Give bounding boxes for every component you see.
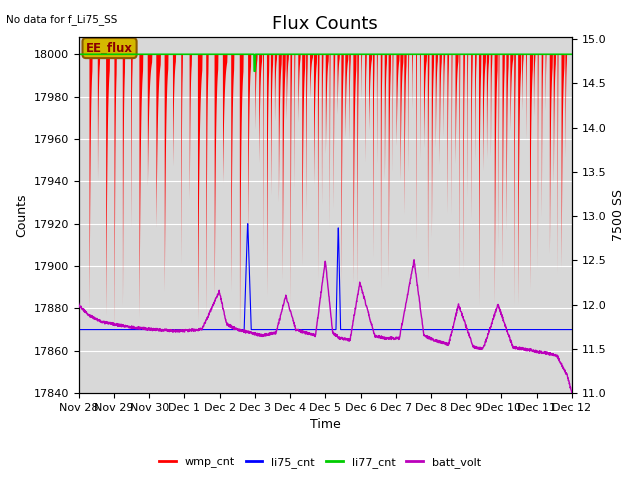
Text: EE_flux: EE_flux (86, 42, 133, 55)
Y-axis label: Counts: Counts (15, 193, 28, 237)
Legend: wmp_cnt, li75_cnt, li77_cnt, batt_volt: wmp_cnt, li75_cnt, li77_cnt, batt_volt (154, 452, 486, 472)
Title: Flux Counts: Flux Counts (273, 15, 378, 33)
Text: No data for f_Li75_SS: No data for f_Li75_SS (6, 14, 118, 25)
Y-axis label: 7500 SS: 7500 SS (612, 189, 625, 241)
X-axis label: Time: Time (310, 419, 340, 432)
